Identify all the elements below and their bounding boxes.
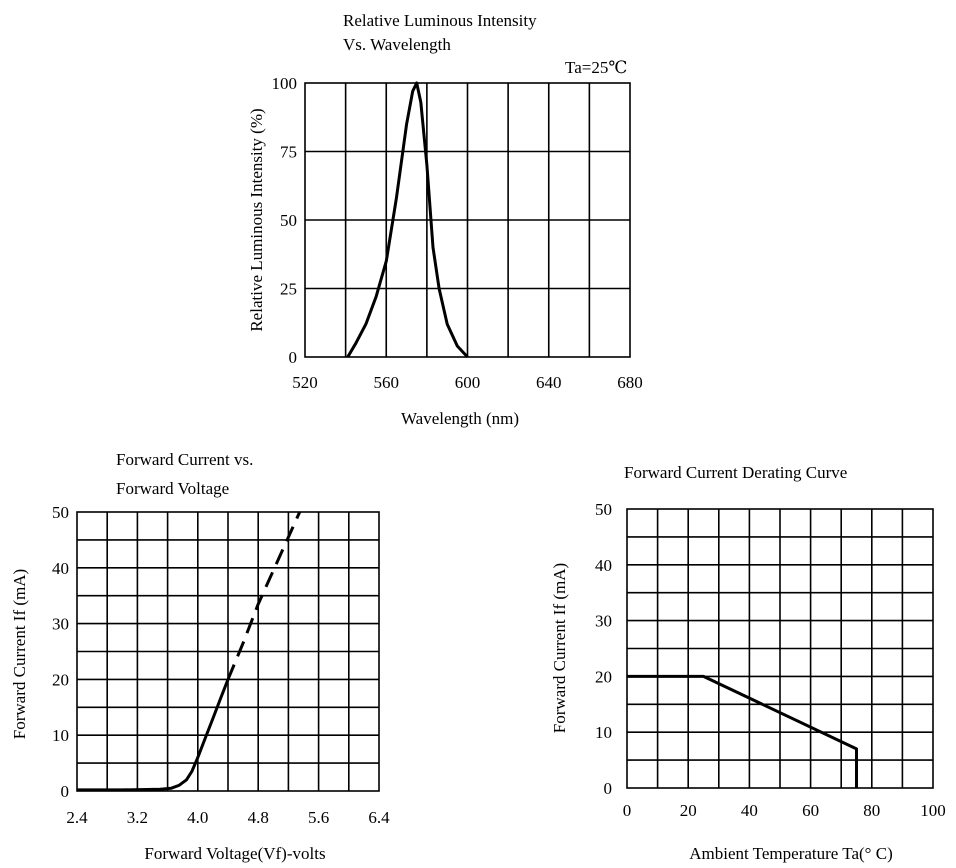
y-tick-label: 0 <box>61 782 70 801</box>
y-tick-label: 20 <box>595 667 612 686</box>
x-tick-label: 60 <box>802 801 819 820</box>
x-tick-label: 2.4 <box>66 808 88 827</box>
x-tick-label: 100 <box>920 801 946 820</box>
x-tick-label: 680 <box>617 373 643 392</box>
chart2-x-tick-labels: 2.4 3.2 4.0 4.8 5.6 6.4 <box>66 808 390 827</box>
chart1-grid <box>304 82 631 358</box>
chart2-x-axis-label: Forward Voltage(Vf)-volts <box>144 844 325 863</box>
y-tick-label: 75 <box>280 143 297 162</box>
chart2-y-axis-label: Forward Current If (mA) <box>10 569 29 739</box>
chart3-y-axis-label: Forward Current If (mA) <box>550 563 569 733</box>
chart2-title-line2: Forward Voltage <box>116 479 229 498</box>
chart-luminous-intensity: Relative Luminous Intensity Vs. Waveleng… <box>247 11 643 428</box>
x-tick-label: 80 <box>863 801 880 820</box>
x-tick-label: 5.6 <box>308 808 329 827</box>
chart3-grid <box>626 508 934 789</box>
y-tick-label: 40 <box>595 556 612 575</box>
chart3-title: Forward Current Derating Curve <box>624 463 847 482</box>
y-tick-label: 10 <box>52 726 69 745</box>
y-tick-label: 50 <box>280 211 297 230</box>
x-tick-label: 560 <box>374 373 400 392</box>
y-tick-label: 30 <box>52 615 69 634</box>
x-tick-label: 640 <box>536 373 562 392</box>
y-tick-label: 0 <box>289 348 298 367</box>
series-line <box>226 511 302 680</box>
x-tick-label: 520 <box>292 373 318 392</box>
x-tick-label: 40 <box>741 801 758 820</box>
chart3-x-tick-labels: 0 20 40 60 80 100 <box>623 801 946 820</box>
y-tick-label: 30 <box>595 612 612 631</box>
chart2-series <box>77 511 302 792</box>
chart2-title-line1: Forward Current vs. <box>116 450 253 469</box>
y-tick-label: 10 <box>595 723 612 742</box>
x-tick-label: 4.8 <box>248 808 269 827</box>
x-tick-label: 6.4 <box>368 808 390 827</box>
x-tick-label: 600 <box>455 373 481 392</box>
y-tick-label: 50 <box>595 500 612 519</box>
chart3-series <box>627 674 858 788</box>
chart1-y-tick-labels: 0 25 50 75 100 <box>272 74 298 367</box>
y-tick-label: 50 <box>52 503 69 522</box>
y-tick-label: 0 <box>604 779 613 798</box>
chart3-y-tick-labels: 0 10 20 30 40 50 <box>595 500 612 798</box>
chart1-series <box>346 81 469 359</box>
chart1-title-line1: Relative Luminous Intensity <box>343 11 537 30</box>
chart2-y-tick-labels: 0 10 20 30 40 50 <box>52 503 69 801</box>
y-tick-label: 20 <box>52 670 69 689</box>
chart1-title-line2: Vs. Wavelength <box>343 35 451 54</box>
chart1-x-tick-labels: 520 560 600 640 680 <box>292 373 643 392</box>
chart-derating-curve: Forward Current Derating Curve 0 20 40 60 80… <box>550 463 946 863</box>
chart1-annotation: Ta=25℃ <box>565 58 627 77</box>
chart2-grid <box>76 511 380 792</box>
x-tick-label: 20 <box>680 801 697 820</box>
y-tick-label: 100 <box>272 74 298 93</box>
y-tick-label: 40 <box>52 559 69 578</box>
series-line <box>77 678 230 792</box>
chart-forward-current-vs-voltage: Forward Current vs. Forward Voltage 2.4 3… <box>10 450 390 863</box>
series-line <box>346 81 469 359</box>
chart3-x-axis-label: Ambient Temperature Ta(° C) <box>689 844 892 863</box>
series-line <box>627 674 858 788</box>
y-tick-label: 25 <box>280 280 297 299</box>
x-tick-label: 3.2 <box>127 808 148 827</box>
x-tick-label: 4.0 <box>187 808 208 827</box>
chart1-y-axis-label: Relative Luminous Intensity (%) <box>247 108 266 331</box>
x-tick-label: 0 <box>623 801 632 820</box>
chart1-x-axis-label: Wavelength (nm) <box>401 409 519 428</box>
